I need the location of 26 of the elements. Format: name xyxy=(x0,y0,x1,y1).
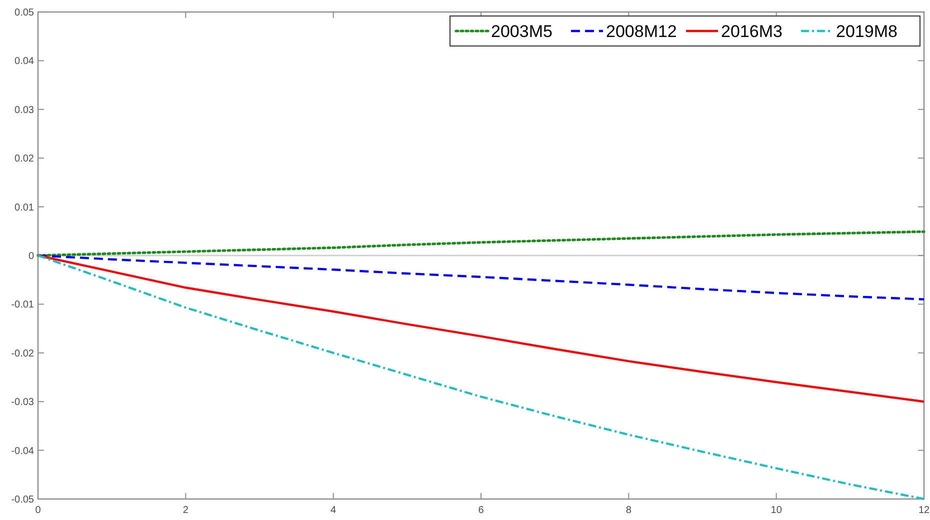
legend-label: 2003M5 xyxy=(491,22,552,41)
legend-label: 2008M12 xyxy=(606,22,677,41)
x-tick-label: 4 xyxy=(330,505,337,516)
y-tick-label: -0.05 xyxy=(11,494,34,506)
y-tick-label: 0.05 xyxy=(14,8,34,18)
legend-label: 2019M8 xyxy=(836,22,898,41)
y-tick-label: 0.02 xyxy=(14,154,34,165)
x-tick-label: 6 xyxy=(478,505,484,516)
x-tick-label: 0 xyxy=(35,505,42,516)
y-tick-label: -0.03 xyxy=(11,397,34,408)
line-series xyxy=(36,230,926,257)
line-series xyxy=(36,254,926,403)
legend-label: 2016M3 xyxy=(721,22,782,41)
y-tick-label: 0 xyxy=(28,251,34,262)
y-tick-label: 0.03 xyxy=(14,104,34,116)
y-tick-label: -0.01 xyxy=(11,300,34,311)
x-tick-label: 8 xyxy=(626,505,632,516)
y-tick-label: 0.01 xyxy=(14,202,34,214)
y-tick-label: -0.02 xyxy=(11,348,34,360)
y-tick-label: -0.04 xyxy=(11,446,34,457)
x-tick-label: 12 xyxy=(918,505,930,516)
y-tick-label: 0.04 xyxy=(14,56,34,68)
line-series xyxy=(36,254,926,300)
line-series xyxy=(36,254,926,500)
x-tick-label: 10 xyxy=(770,505,782,516)
x-tick-label: 2 xyxy=(182,505,189,516)
